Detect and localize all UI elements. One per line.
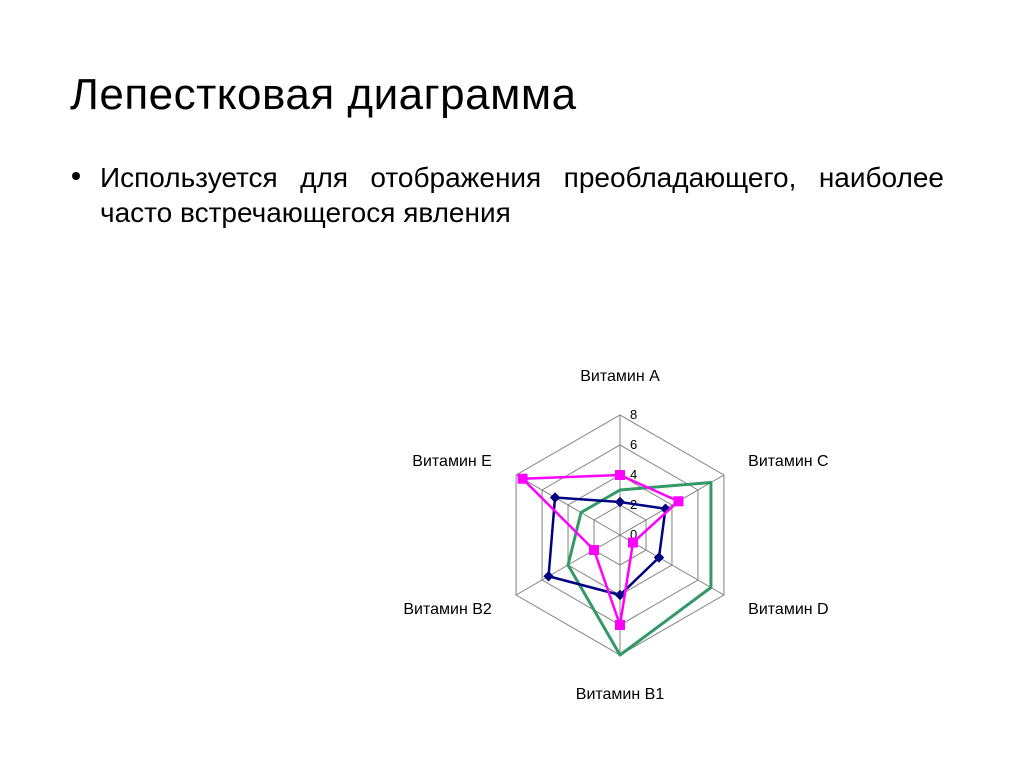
- body-paragraph: Используется для отображения преобладающ…: [100, 160, 944, 230]
- marker-diamond: [544, 572, 553, 581]
- marker-diamond: [616, 498, 625, 507]
- page-title: Лепестковая диаграмма: [70, 70, 954, 120]
- marker-square: [590, 546, 599, 555]
- marker-square: [674, 497, 683, 506]
- marker-diamond: [551, 493, 560, 502]
- axis-label: Витамин C: [748, 453, 828, 470]
- axis-label: Витамин B2: [403, 601, 492, 618]
- marker-square: [628, 538, 637, 547]
- marker-square: [518, 474, 527, 483]
- axis-label: Витамин B1: [576, 686, 665, 703]
- series-line-series-green: [568, 483, 711, 656]
- tick-label: 8: [630, 407, 637, 422]
- radar-chart: 02468Витамин AВитамин CВитамин DВитамин …: [340, 350, 900, 730]
- axis-label: Витамин E: [412, 453, 492, 470]
- series-line-series-magenta: [523, 475, 679, 625]
- marker-square: [616, 621, 625, 630]
- marker-square: [616, 471, 625, 480]
- axis-label: Витамин A: [580, 368, 660, 385]
- slide: Лепестковая диаграмма Используется для о…: [0, 0, 1024, 768]
- axis-label: Витамин D: [748, 601, 828, 618]
- body-text: Используется для отображения преобладающ…: [100, 162, 944, 228]
- tick-label: 6: [630, 437, 637, 452]
- radar-svg: 02468Витамин AВитамин CВитамин DВитамин …: [340, 350, 900, 730]
- bullet-icon: [72, 172, 80, 180]
